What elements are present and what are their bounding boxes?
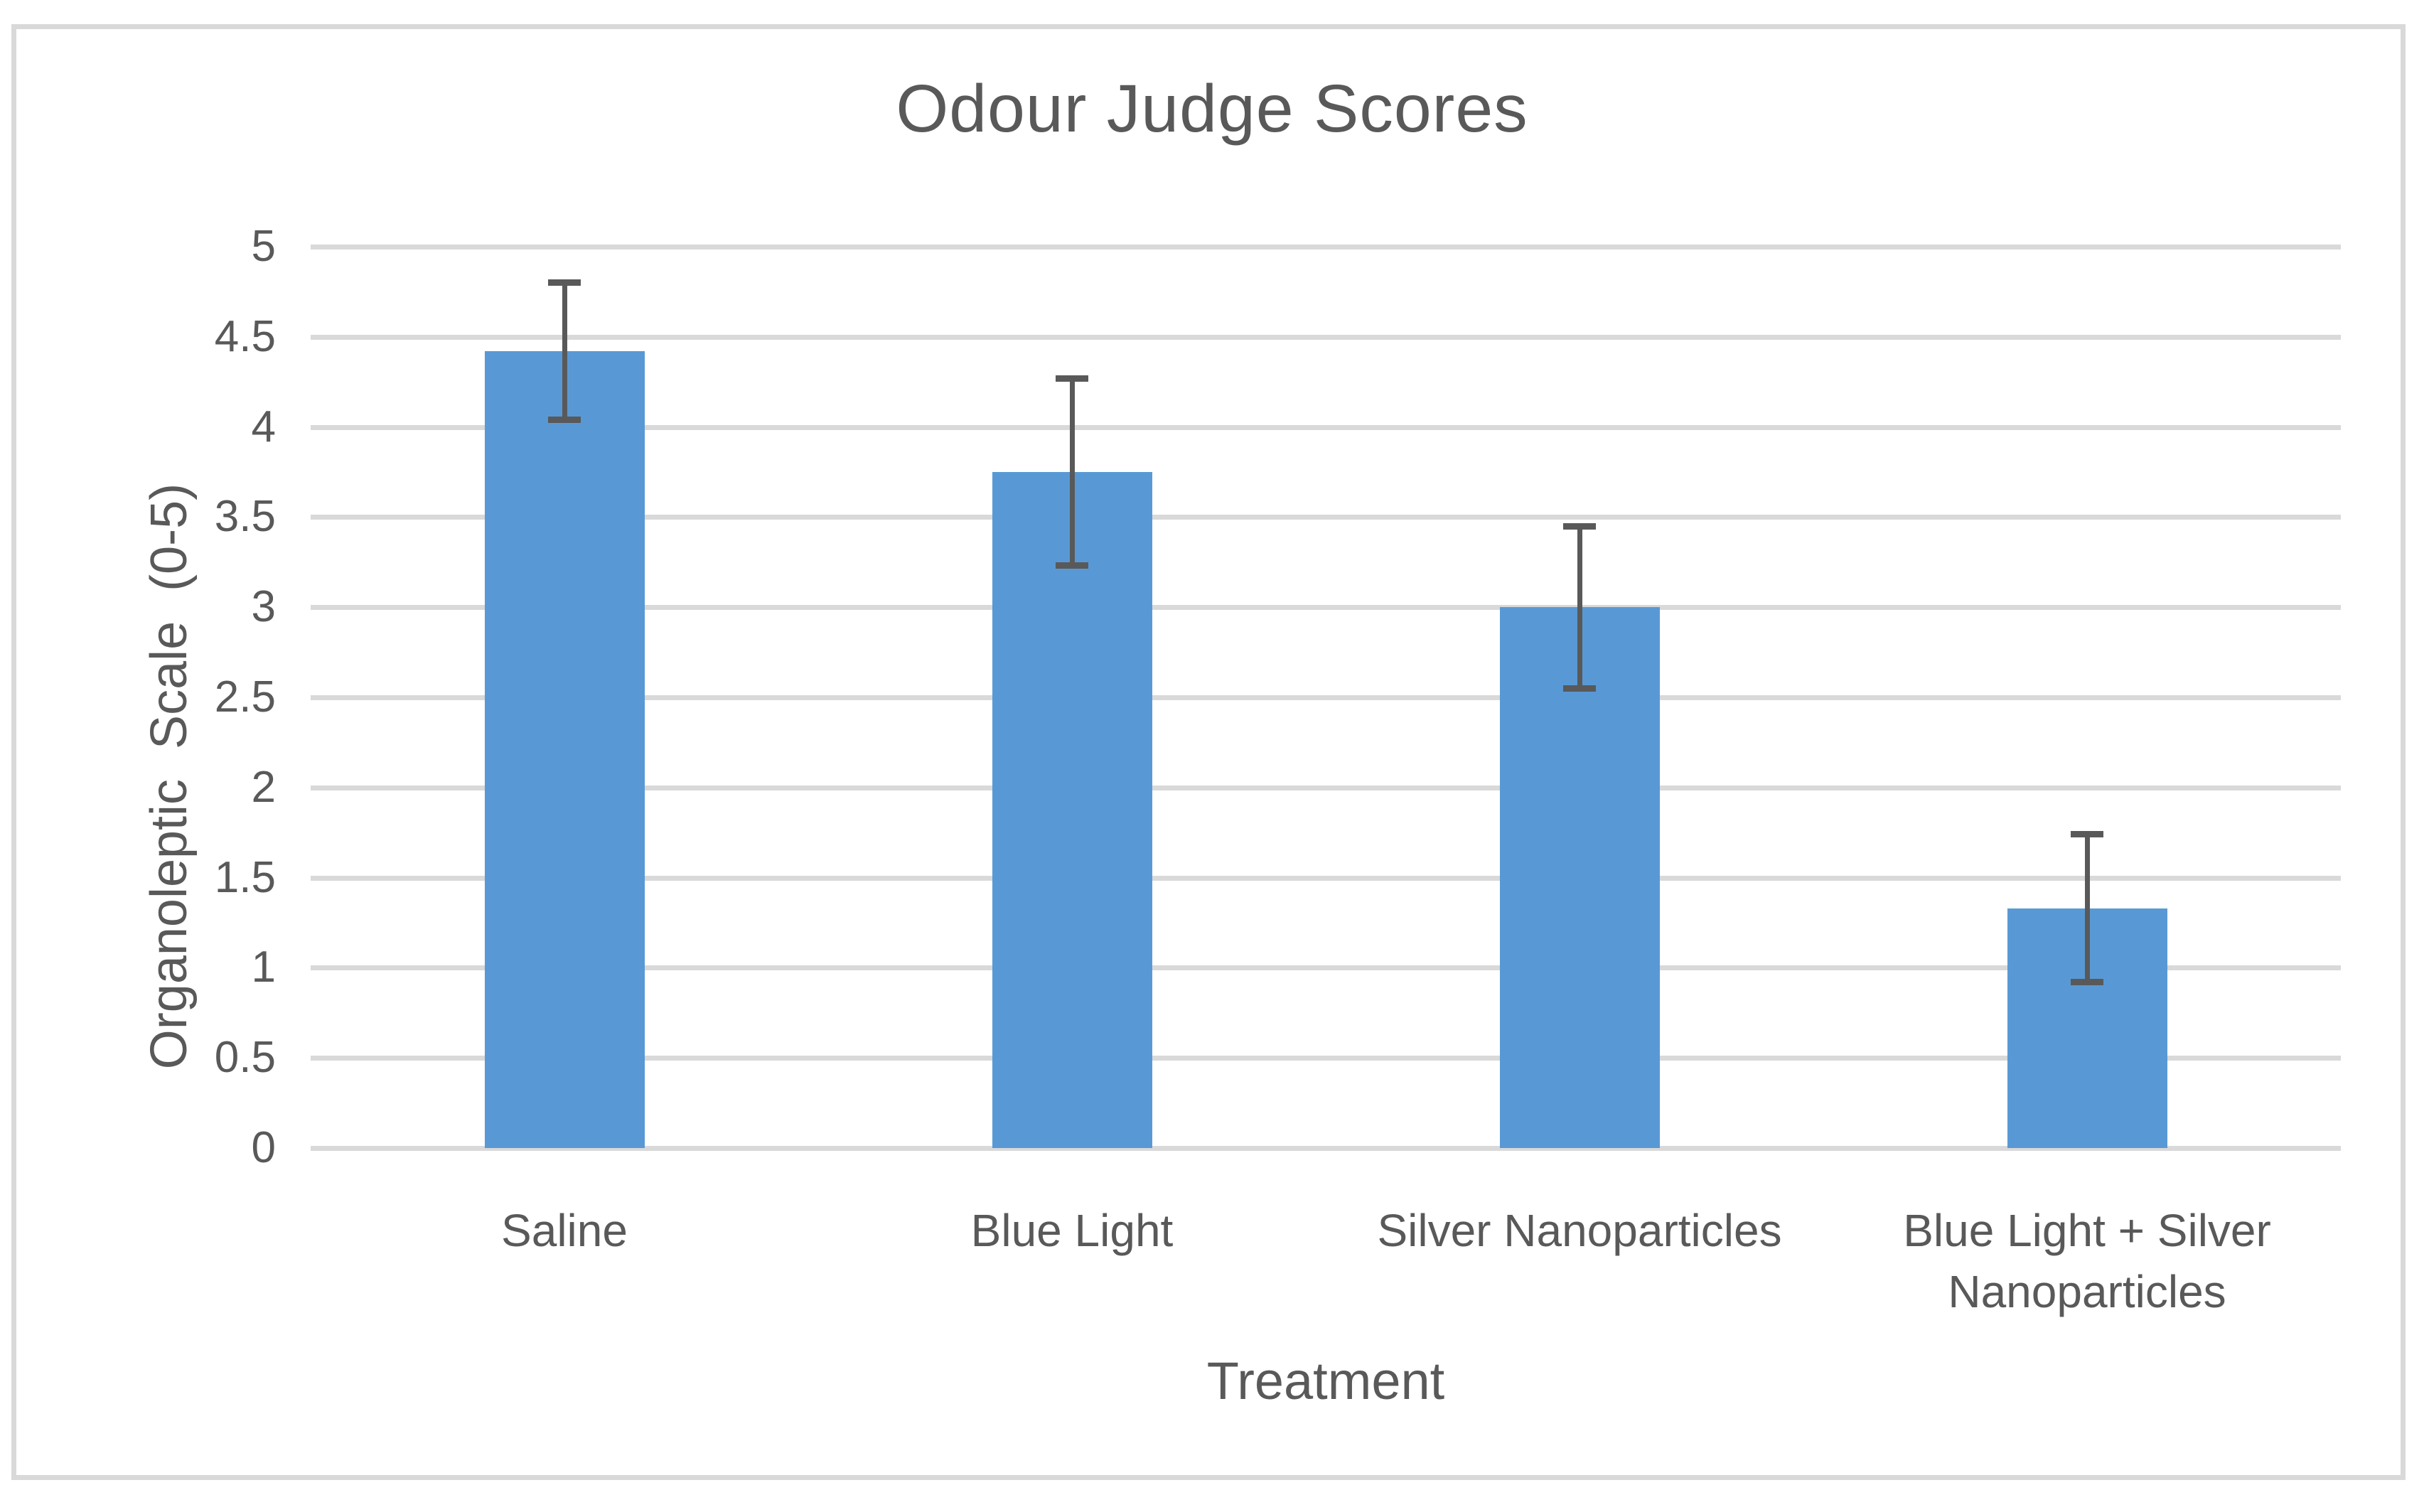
- error-bar-bottom-cap-blue-light: [1056, 562, 1088, 569]
- y-tick-label: 4: [251, 402, 276, 451]
- error-bar-bottom-cap-silver-nanoparticles: [1563, 685, 1596, 692]
- y-tick-label: 4.5: [214, 311, 276, 361]
- error-bar-bottom-cap-blue-light-silver-nanoparticles: [2071, 979, 2103, 986]
- error-bar-blue-light-silver-nanoparticles: [2084, 834, 2090, 982]
- gridline-y-3.5: [311, 515, 2341, 520]
- error-bar-top-cap-blue-light-silver-nanoparticles: [2071, 831, 2103, 838]
- chart-frame: [11, 24, 2406, 1480]
- y-tick-label: 5: [251, 222, 276, 271]
- gridline-y-2: [311, 785, 2341, 790]
- x-category-label-silver-nanoparticles: Silver Nanoparticles: [1377, 1205, 1782, 1256]
- gridline-y-3: [311, 605, 2341, 611]
- bar-silver-nanoparticles: [1499, 607, 1660, 1148]
- error-bar-top-cap-silver-nanoparticles: [1563, 522, 1596, 530]
- gridline-y-1: [311, 965, 2341, 971]
- gridline-y-2.5: [311, 695, 2341, 700]
- bar-saline: [484, 351, 645, 1148]
- x-category-label-saline: Saline: [501, 1205, 628, 1256]
- gridline-y-0: [311, 1146, 2341, 1151]
- y-tick-label: 0.5: [214, 1033, 276, 1083]
- bar-blue-light: [992, 472, 1152, 1148]
- y-tick-label: 1: [251, 943, 276, 992]
- error-bar-top-cap-blue-light: [1056, 375, 1088, 382]
- y-tick-label: 0: [251, 1123, 276, 1172]
- chart-title: Odour Judge Scores: [896, 71, 1528, 146]
- y-tick-label: 2: [251, 762, 276, 812]
- error-bar-bottom-cap-saline: [548, 416, 581, 423]
- gridline-y-4.5: [311, 334, 2341, 340]
- error-bar-blue-light: [1069, 378, 1075, 566]
- error-bar-silver-nanoparticles: [1577, 526, 1582, 689]
- plot-area: [311, 245, 2341, 1151]
- y-tick-label: 3: [251, 582, 276, 632]
- y-tick-label: 3.5: [214, 492, 276, 542]
- error-bar-saline: [562, 282, 567, 420]
- error-bar-top-cap-saline: [548, 279, 581, 286]
- x-category-label-blue-light: Blue Light: [970, 1205, 1174, 1256]
- y-tick-label: 2.5: [214, 672, 276, 722]
- gridline-y-5: [311, 245, 2341, 250]
- gridline-y-1.5: [311, 875, 2341, 881]
- x-category-label-blue-light-silver-nanoparticles: Blue Light + Silver Nanoparticles: [1903, 1205, 2271, 1317]
- x-axis-title: Treatment: [1206, 1351, 1445, 1410]
- y-tick-label: 1.5: [214, 852, 276, 902]
- gridline-y-4: [311, 424, 2341, 430]
- gridline-y-0.5: [311, 1056, 2341, 1061]
